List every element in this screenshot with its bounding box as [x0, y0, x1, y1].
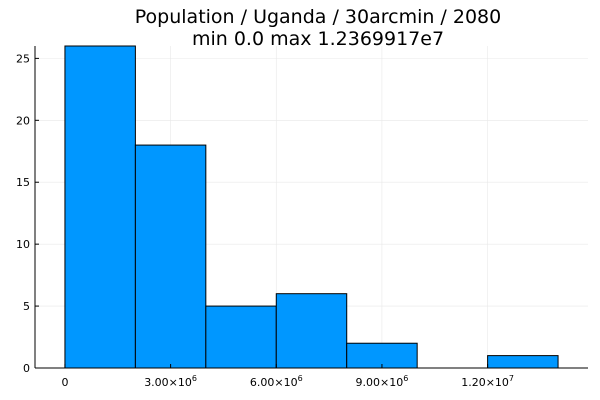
x-tick-label: 9.00×106 [356, 374, 409, 389]
histogram-bar [487, 355, 559, 369]
histogram-bars [64, 45, 559, 369]
y-tick-label: 0 [23, 362, 30, 375]
y-tick-label: 25 [16, 52, 30, 65]
y-tick-label: 10 [16, 238, 30, 251]
histogram-bar [346, 342, 418, 369]
chart-subtitle: min 0.0 max 1.2369917e7 [192, 28, 444, 50]
x-tick-label: 6.00×106 [250, 374, 303, 389]
histogram-bar [275, 293, 348, 369]
y-tick-label: 5 [23, 300, 30, 313]
x-tick-label: 0 [61, 376, 68, 389]
histogram-bar [64, 45, 136, 369]
histogram-bar [205, 305, 277, 369]
tick-labels: 0 3.00×106 6.00×106 9.00×106 1.20×107 0 5 10 15 2… [16, 52, 514, 389]
y-tick-label: 20 [16, 114, 30, 127]
axes [34, 46, 588, 369]
histogram-bar [134, 144, 207, 369]
chart-title: Population / Uganda / 30arcmin / 2080 [135, 6, 501, 28]
x-tick-label: 3.00×106 [144, 374, 197, 389]
x-tick-label: 1.20×107 [461, 374, 514, 389]
y-tick-label: 15 [16, 176, 30, 189]
